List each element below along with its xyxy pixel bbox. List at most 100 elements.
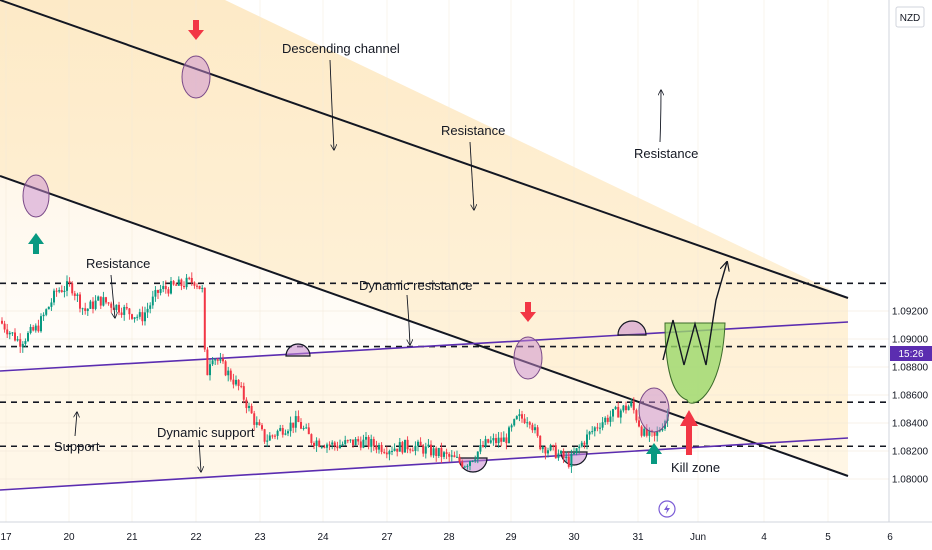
candle-body: [146, 308, 149, 313]
candle-body: [279, 428, 282, 431]
candle-body: [128, 308, 131, 315]
candle-body: [6, 329, 9, 335]
candle-body: [354, 439, 357, 446]
candle-body: [656, 431, 659, 436]
candle-body: [388, 451, 391, 455]
channel-upper-line[interactable]: [0, 0, 849, 299]
candle-body: [102, 297, 105, 306]
price-tick-label: 1.08600: [892, 391, 929, 402]
candle-body: [151, 296, 154, 306]
candle-body: [424, 446, 427, 454]
support-label: Support: [54, 439, 100, 454]
candle-body: [201, 287, 204, 289]
resistance-label-top: Resistance: [441, 123, 505, 138]
candle-body: [619, 410, 622, 418]
kill-zone-arrow-icon: [680, 410, 698, 455]
candle-body: [326, 444, 328, 448]
time-tick-label: 27: [381, 532, 393, 543]
candle-body: [448, 453, 451, 457]
time-tick-label: 6: [887, 532, 893, 543]
candle-body: [34, 325, 37, 331]
candle-body: [19, 339, 22, 347]
descending-channel-label: Descending channel: [282, 41, 400, 56]
price-tick-label: 1.08000: [892, 475, 929, 486]
candle-body: [534, 427, 536, 431]
candle-body: [131, 314, 133, 319]
candle-body: [167, 289, 170, 294]
time-axis-panel[interactable]: [0, 522, 932, 550]
candle-body: [37, 325, 40, 332]
time-tick-label: 22: [190, 532, 202, 543]
time-tick-label: 23: [254, 532, 266, 543]
candle-body: [409, 449, 412, 451]
candle-body: [445, 452, 448, 454]
candle-body: [333, 442, 336, 446]
candle-body: [476, 451, 479, 460]
dynamic-support-line[interactable]: [0, 437, 849, 491]
lightning-event-icon[interactable]: [658, 500, 676, 518]
candle-body: [302, 428, 305, 430]
candle-body: [482, 444, 484, 447]
price-axis-panel[interactable]: [889, 0, 932, 522]
candle-body: [172, 281, 175, 285]
candle-body: [580, 442, 583, 447]
candle-body: [183, 285, 185, 288]
swing-top-marker: [617, 320, 647, 336]
time-tick-label: 24: [317, 532, 329, 543]
time-tick-label: 28: [443, 532, 455, 543]
candle-body: [487, 439, 490, 443]
time-tick-label: 30: [568, 532, 580, 543]
candle-body: [440, 447, 443, 457]
candle-body: [411, 450, 414, 452]
candle-body: [632, 401, 635, 411]
candle-body: [552, 445, 555, 447]
candle-body: [432, 448, 435, 456]
candle-body: [502, 437, 505, 442]
candle-body: [453, 455, 456, 458]
candle-body: [357, 439, 360, 442]
candle-body: [614, 406, 617, 410]
highlight-circle-low-17: [22, 174, 50, 218]
candle-body: [177, 279, 180, 286]
annotation-pointers: [75, 59, 661, 472]
candle-body: [16, 339, 19, 341]
candle-body: [362, 439, 365, 448]
candle-body: [79, 294, 81, 309]
candle-body: [73, 293, 76, 296]
candle-body: [596, 427, 599, 429]
price-tick-label: 1.08200: [892, 447, 929, 458]
swing-bottom-marker: [458, 457, 488, 473]
candle-body: [232, 379, 235, 385]
dynamic-resistance-label: Dynamic resistance: [359, 278, 472, 293]
candle-body: [284, 433, 287, 435]
time-tick-label: 31: [632, 532, 644, 543]
swing-markers: [285, 320, 647, 473]
channel-lower-line[interactable]: [0, 175, 849, 477]
candle-body: [349, 439, 352, 441]
candle-body: [274, 435, 276, 437]
candle-body: [578, 446, 581, 449]
candle-body: [305, 427, 308, 429]
candle-body: [443, 452, 445, 457]
candle-body: [344, 440, 347, 445]
candle-body: [404, 439, 406, 453]
candle-body: [336, 445, 339, 449]
candle-body: [118, 304, 120, 313]
candle-body: [458, 456, 461, 462]
candle-body: [11, 332, 14, 334]
candle-body: [606, 417, 609, 422]
candle-body: [638, 420, 640, 427]
candle-body: [310, 434, 313, 444]
candle-body: [216, 359, 219, 361]
candle-body: [500, 437, 503, 442]
candle-body: [625, 405, 627, 411]
candle-body: [32, 326, 35, 331]
candle-body: [565, 456, 568, 459]
candle-body: [123, 306, 126, 315]
candle-body: [196, 285, 198, 287]
currency-box[interactable]: [895, 6, 925, 28]
candle-body: [258, 422, 261, 426]
candle-body: [110, 303, 113, 308]
